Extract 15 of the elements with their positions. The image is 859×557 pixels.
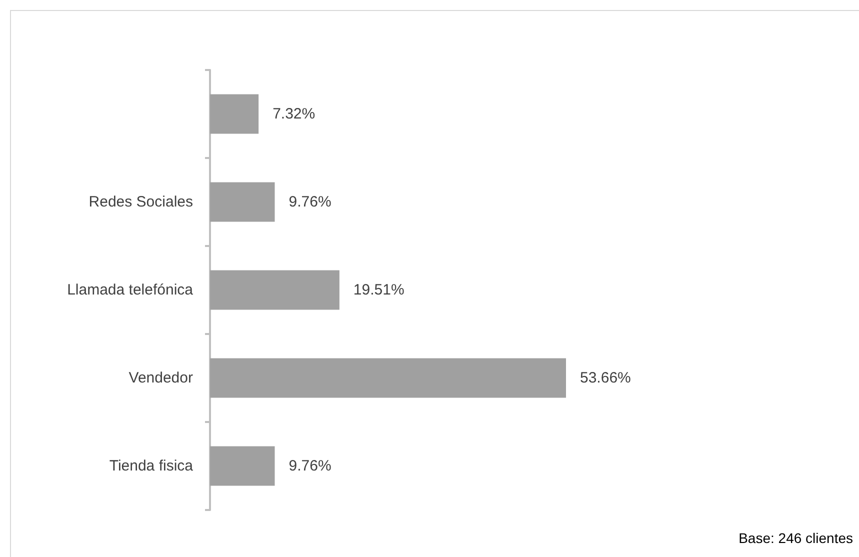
y-tick-label: Llamada telefónica [67, 282, 194, 298]
bar [210, 270, 340, 310]
bar [210, 94, 259, 134]
data-label: 7.32% [272, 106, 316, 122]
data-label: 9.76% [288, 194, 332, 210]
data-label: 9.76% [288, 458, 332, 474]
y-tick-label: Redes Sociales [88, 194, 193, 210]
data-label: 19.51% [353, 282, 404, 298]
y-tick-label: Tienda fisica [109, 458, 194, 474]
y-tick-label: Vendedor [128, 370, 193, 386]
bar [210, 358, 566, 398]
text: Base: 246 clientes [738, 530, 853, 546]
bar [210, 182, 275, 222]
bar [210, 446, 275, 486]
data-label: 53.66% [580, 370, 631, 386]
